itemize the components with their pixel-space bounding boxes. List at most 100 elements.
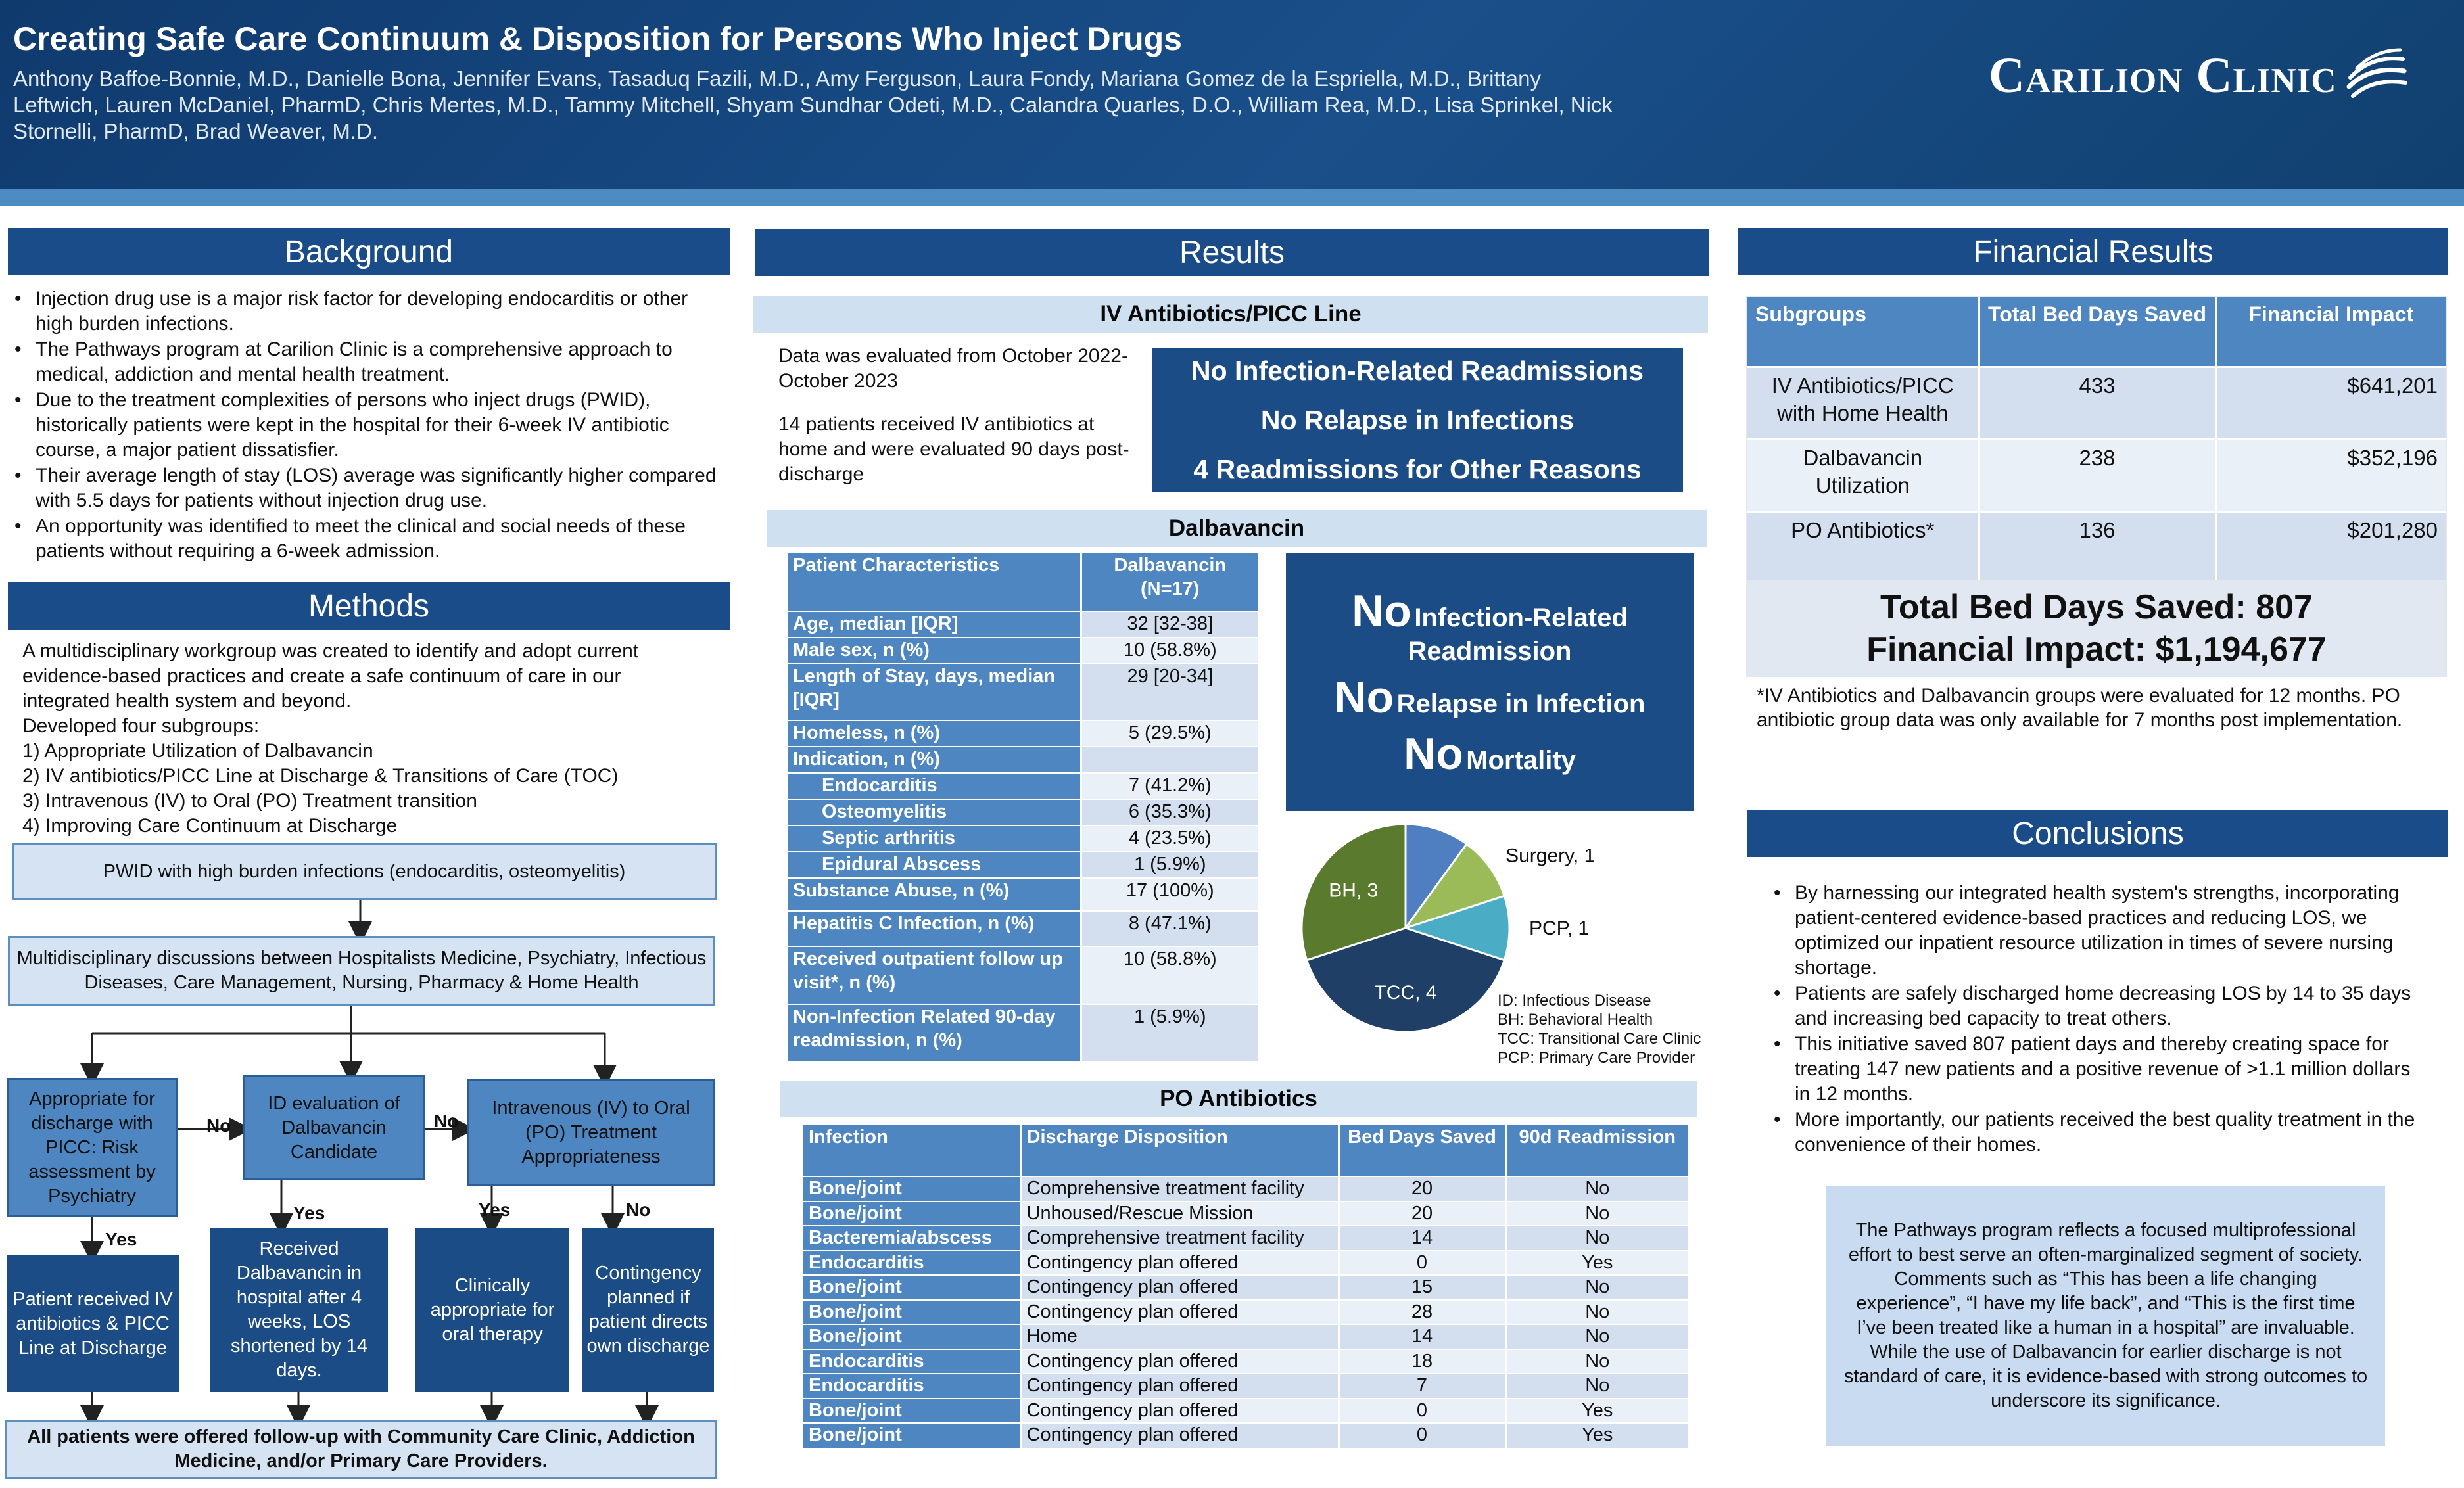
po-cell-readmission: No: [1505, 1348, 1688, 1374]
flow-discussion-box: Multidisciplinary discussions between Ho…: [8, 936, 715, 1006]
dalbavancin-row: Epidural Abscess 1 (5.9%): [788, 851, 1258, 878]
pie-data-label: BH, 3: [1329, 879, 1378, 901]
subgroups-label: Developed four subgroups:: [22, 715, 260, 737]
po-row: Bacteremia/abscess Comprehensive treatmen…: [803, 1225, 1688, 1251]
flow-decision-dalbavancin: ID evaluation of Dalbavancin Candidate: [243, 1075, 425, 1180]
conclusion-bullet: Patients are safely discharged home decr…: [1768, 981, 2426, 1031]
financial-totals: Total Bed Days Saved: 807 Financial Impa…: [1746, 586, 2447, 670]
wave-logo-icon: [2346, 48, 2407, 98]
background-bullet: Due to the treatment complexities of per…: [9, 388, 726, 463]
po-cell-infection: Bone/joint: [803, 1176, 1022, 1201]
financial-cell-subgroup: PO Antibiotics*: [1747, 510, 1980, 580]
po-cell-disposition: Contingency plan offered: [1020, 1274, 1340, 1300]
conclusion-bullet: By harnessing our integrated health syst…: [1768, 881, 2426, 981]
dalbavancin-row-label: Age, median [IQR]: [788, 611, 1082, 638]
flow-outcome-oral: Clinically appropriate for oral therapy: [415, 1228, 569, 1392]
pie-legend: ID: Infectious Disease BH: Behavioral He…: [1498, 991, 1701, 1067]
po-cell-infection: Bacteremia/abscess: [803, 1225, 1022, 1251]
pie-slice-tcc: [1305, 927, 1506, 1033]
background-bullet: Injection drug use is a major risk facto…: [9, 287, 726, 337]
po-cell-disposition: Contingency plan offered: [1020, 1373, 1340, 1399]
dalbavancin-row-label: Non-Infection Related 90-day readmission…: [788, 1004, 1082, 1061]
background-heading: Background: [8, 228, 730, 275]
dalbavancin-row-label: Indication, n (%): [788, 746, 1082, 773]
po-cell-disposition: Contingency plan offered: [1020, 1249, 1340, 1275]
pie-slice-surgery: [1403, 843, 1506, 930]
po-cell-readmission: No: [1505, 1225, 1688, 1251]
iv-subheading: IV Antibiotics/PICC Line: [753, 296, 1708, 333]
dalbavancin-outcome-line: No Mortality: [1404, 728, 1576, 779]
po-row: Endocarditis Contingency plan offered 7 No: [803, 1373, 1688, 1399]
financial-cell-impact: $352,196: [2215, 438, 2446, 511]
dalbavancin-outcomes-callout: No Infection-Related Readmission No Rela…: [1286, 553, 1694, 811]
financial-cell-bed-days: 238: [1979, 438, 2217, 511]
dalbavancin-outcome-line: No Relapse in Infection: [1335, 672, 1646, 723]
financial-cell-subgroup: Dalbavancin Utilization: [1747, 438, 1980, 511]
po-cell-readmission: Yes: [1505, 1249, 1688, 1275]
dalbavancin-row-value: 10 (58.8%): [1081, 637, 1258, 664]
pie-data-label: Surgery, 1: [1505, 845, 1595, 866]
po-col-bed-days: Bed Days Saved: [1339, 1125, 1507, 1176]
dalbavancin-row-label: Epidural Abscess: [788, 851, 1082, 878]
po-row: Endocarditis Contingency plan offered 0 Yes: [803, 1249, 1688, 1275]
methods-heading: Methods: [8, 582, 730, 630]
financial-heading: Financial Results: [1738, 228, 2448, 275]
po-cell-bed-days: 0: [1339, 1422, 1507, 1448]
author-list: Anthony Baffoe-Bonnie, M.D., Danielle Bo…: [13, 66, 1613, 143]
po-cell-infection: Endocarditis: [803, 1249, 1022, 1275]
po-row: Bone/joint Contingency plan offered 15 No: [803, 1274, 1688, 1300]
po-col-infection: Infection: [803, 1125, 1022, 1176]
po-cell-bed-days: 7: [1339, 1373, 1507, 1399]
po-cell-readmission: Yes: [1505, 1397, 1688, 1423]
po-cell-bed-days: 0: [1339, 1249, 1507, 1275]
financial-table: Subgroups Total Bed Days Saved Financial…: [1747, 297, 2446, 580]
pie-legend-item: ID: Infectious Disease: [1498, 992, 1651, 1010]
methods-intro: A multidisciplinary workgroup was create…: [22, 640, 639, 712]
po-cell-bed-days: 14: [1339, 1225, 1507, 1251]
po-cell-readmission: No: [1505, 1299, 1688, 1324]
financial-cell-impact: $641,201: [2215, 365, 2446, 439]
po-subheading: PO Antibiotics: [780, 1081, 1697, 1117]
dalbavancin-row-label: Substance Abuse, n (%): [788, 877, 1082, 911]
conclusion-bullet: More importantly, our patients received …: [1768, 1107, 2426, 1157]
dalbavancin-row: Hepatitis C Infection, n (%) 8 (47.1%): [788, 910, 1258, 946]
dalbavancin-row-value: 4 (23.5%): [1081, 825, 1258, 852]
po-cell-disposition: Contingency plan offered: [1020, 1422, 1340, 1448]
po-cell-infection: Bone/joint: [803, 1274, 1022, 1300]
dalbavancin-row-label: Received outpatient follow up visit*, n …: [788, 946, 1082, 1004]
dalbavancin-row-label: Osteomyelitis: [788, 799, 1082, 825]
financial-col-bed-days: Total Bed Days Saved: [1979, 297, 2217, 367]
pathways-quote-box: The Pathways program reflects a focused …: [1826, 1186, 2385, 1446]
po-cell-disposition: Unhoused/Rescue Mission: [1020, 1200, 1340, 1226]
outcome-no-word: No: [1352, 586, 1411, 636]
results-heading: Results: [755, 229, 1709, 276]
dalbavancin-row: Indication, n (%): [788, 746, 1258, 773]
poster-header: Creating Safe Care Continuum & Dispositi…: [0, 0, 2464, 206]
financial-cell-subgroup: IV Antibiotics/PICC with Home Health: [1747, 365, 1980, 439]
po-cell-infection: Bone/joint: [803, 1397, 1022, 1423]
background-bullets: Injection drug use is a major risk facto…: [9, 287, 726, 565]
po-row: Bone/joint Contingency plan offered 0 Yes: [803, 1422, 1688, 1448]
subgroup-item: 4) Improving Care Continuum at Discharge: [22, 815, 398, 837]
po-row: Bone/joint Contingency plan offered 28 No: [803, 1299, 1688, 1324]
dalbavancin-col-characteristics: Patient Characteristics: [788, 553, 1082, 611]
po-antibiotics-table: Infection Discharge Disposition Bed Days…: [803, 1125, 1688, 1448]
dalbavancin-row: Septic arthritis 4 (23.5%): [788, 825, 1258, 852]
po-cell-disposition: Comprehensive treatment facility: [1020, 1225, 1340, 1251]
po-cell-infection: Bone/joint: [803, 1324, 1022, 1349]
dalbavancin-row-value: 17 (100%): [1081, 877, 1258, 911]
flow-yes-label: Yes: [479, 1199, 511, 1220]
logo-wordmark: Carilion Clinic: [1989, 47, 2337, 103]
background-bullet: Their average length of stay (LOS) avera…: [9, 463, 726, 513]
subgroups-list: 1) Appropriate Utilization of Dalbavanci…: [22, 739, 713, 839]
iv-outcomes-callout: No Infection-Related Readmissions No Rel…: [1152, 348, 1683, 492]
financial-footnote: *IV Antibiotics and Dalbavancin groups w…: [1757, 685, 2403, 731]
po-row: Bone/joint Comprehensive treatment facili…: [803, 1176, 1688, 1201]
dalbavancin-row-value: 29 [20-34]: [1081, 663, 1258, 720]
flow-decision-picc: Appropriate for discharge with PICC: Ris…: [7, 1078, 178, 1217]
dalbavancin-row: Endocarditis 7 (41.2%): [788, 772, 1258, 799]
outcome-no-word: No: [1404, 728, 1463, 779]
outcome-text: Relapse in Infection: [1396, 689, 1646, 718]
po-row: Bone/joint Unhoused/Rescue Mission 20 No: [803, 1200, 1688, 1226]
po-col-disposition: Discharge Disposition: [1020, 1125, 1340, 1176]
